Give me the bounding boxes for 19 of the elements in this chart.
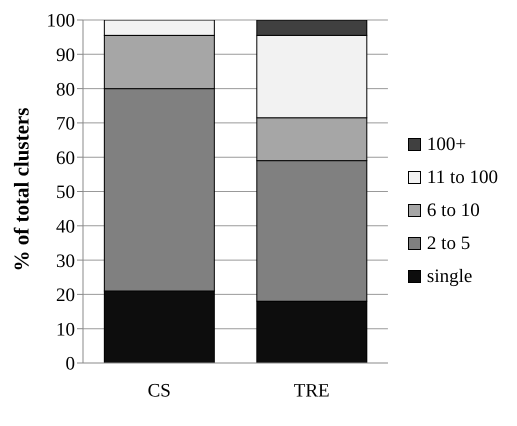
y-tick-label: 60 [56,148,75,169]
y-tick-label: 30 [56,250,75,272]
x-tick-label: TRE [294,380,330,402]
legend-label: 6 to 10 [426,200,480,222]
y-tick-label: 80 [56,79,75,100]
y-tick-label: 0 [66,354,75,375]
y-tick-label: 70 [56,114,75,135]
legend-label: 11 to 100 [426,166,498,188]
y-tick-label: 10 [56,319,75,340]
y-tick-label: 90 [56,45,75,66]
y-tick-label: 50 [56,182,75,204]
y-axis-title: % of total clusters [9,108,34,272]
legend-label: 100+ [426,134,466,156]
y-tick-label: 100 [46,10,75,32]
y-tick-label: 20 [56,285,75,306]
legend-label: single [426,266,472,288]
x-tick-label: CS [148,380,171,402]
y-tick-label: 40 [56,216,75,238]
legend-label: 2 to 5 [426,232,470,254]
